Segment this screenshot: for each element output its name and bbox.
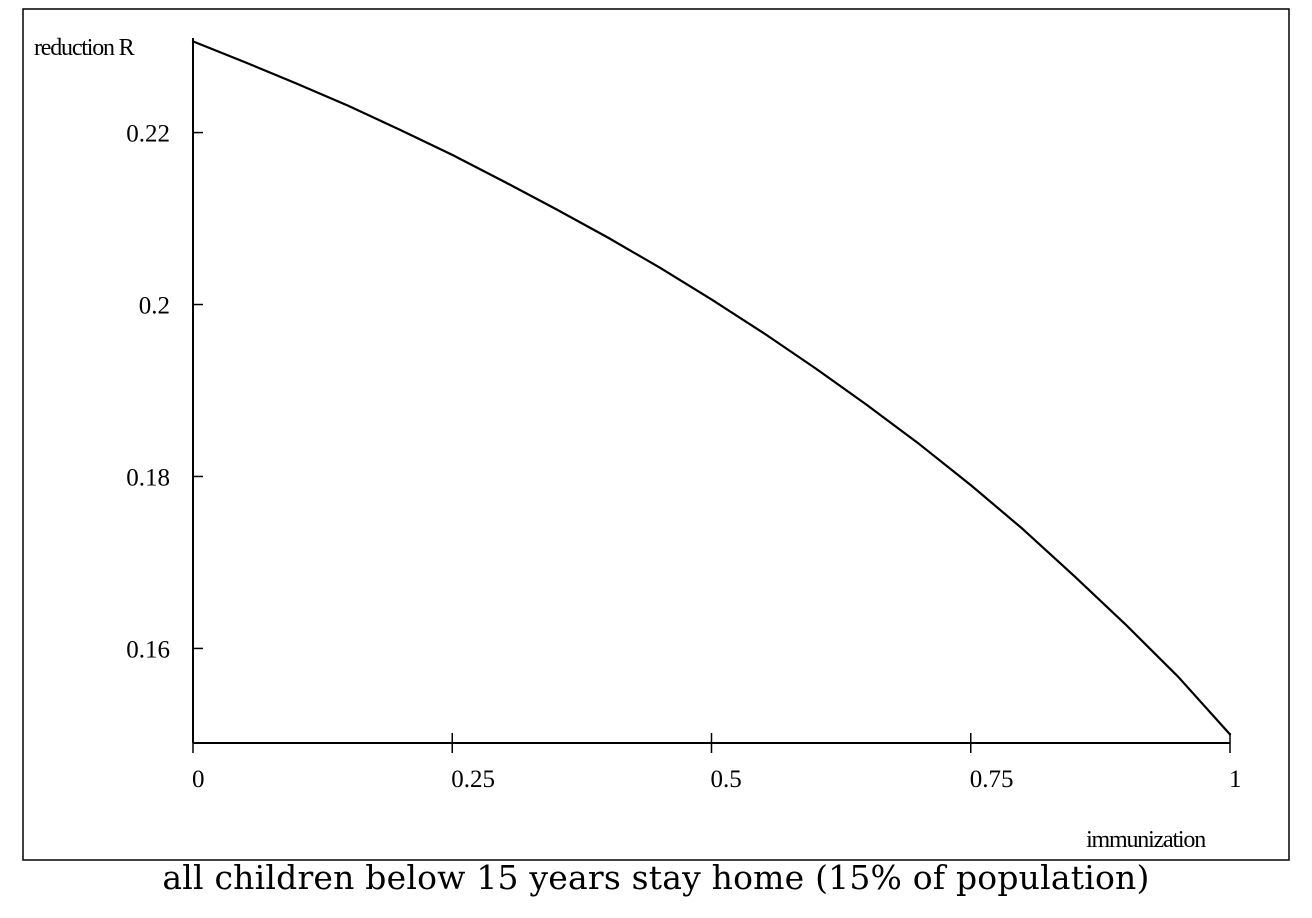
y-tick-label: 0.2: [139, 293, 170, 320]
x-axis-label: immunization: [1086, 827, 1206, 853]
y-axis-label: reduction R: [34, 35, 135, 61]
ticks: 0 0.25 0.5 0.75 1 0.16 0.18 0.2 0.22: [126, 121, 1241, 793]
x-tick-label: 0.5: [711, 766, 742, 793]
series-layer: [191, 40, 1232, 736]
y-tick-label: 0.22: [126, 121, 170, 148]
series-line: [191, 40, 1232, 736]
x-tick-label: 0.25: [451, 766, 495, 793]
figure-caption: all children below 15 years stay home (1…: [162, 858, 1150, 897]
x-tick-label: 1: [1229, 766, 1242, 793]
axes: [192, 38, 1230, 744]
y-tick-label: 0.16: [126, 636, 170, 663]
x-tick-label: 0: [192, 766, 205, 793]
chart-frame: [22, 8, 1290, 861]
x-tick-label: 0.75: [970, 766, 1014, 793]
y-tick-label: 0.18: [126, 464, 170, 491]
